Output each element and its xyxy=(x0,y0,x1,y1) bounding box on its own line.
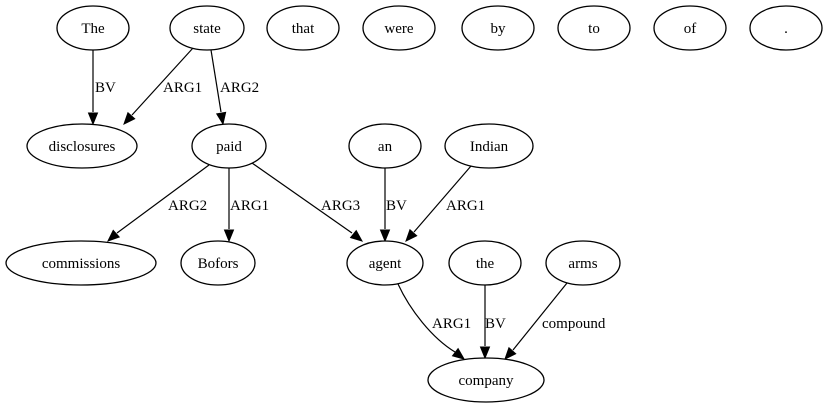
edge-paid-bofors: ARG1 xyxy=(223,168,269,243)
edge-an-agent: BV xyxy=(379,168,407,243)
edge-state-disclosures: ARG1 xyxy=(123,47,202,125)
arrowhead xyxy=(405,228,418,242)
node-ellipse xyxy=(26,123,138,169)
edge-label: BV xyxy=(95,80,116,96)
edge-label: ARG3 xyxy=(321,198,360,214)
node-label: of xyxy=(684,21,697,37)
node-ellipse xyxy=(169,5,245,51)
node-ellipse xyxy=(448,240,522,286)
node-label: . xyxy=(784,21,788,37)
node-the: the xyxy=(448,240,522,286)
node-ellipse xyxy=(362,5,436,51)
arrowhead xyxy=(479,346,491,360)
node-paid: paid xyxy=(191,123,267,169)
edge-label: ARG2 xyxy=(168,198,207,214)
arrowhead xyxy=(87,112,99,126)
node-label: that xyxy=(292,21,315,37)
node-label: disclosures xyxy=(49,139,116,155)
edge-label: ARG1 xyxy=(230,198,269,214)
edge-label: BV xyxy=(386,198,407,214)
arrowhead xyxy=(215,111,227,126)
node-ellipse xyxy=(56,5,130,51)
node-label: agent xyxy=(369,256,402,272)
node-by: by xyxy=(461,5,535,51)
edge-label: ARG2 xyxy=(220,80,259,96)
node-company: company xyxy=(427,357,545,403)
node-label: The xyxy=(81,21,105,37)
arrowhead xyxy=(451,347,466,360)
edge-line xyxy=(413,165,472,233)
node-ellipse xyxy=(427,357,545,403)
node-indian: Indian xyxy=(444,123,534,169)
node-label: commissions xyxy=(42,256,121,272)
node-label: to xyxy=(588,21,600,37)
node-label: arms xyxy=(568,256,597,272)
edge-label: ARG1 xyxy=(163,80,202,96)
edge-agent-company: ARG1 xyxy=(397,283,471,360)
edge-line xyxy=(131,47,194,116)
node-to: to xyxy=(557,5,631,51)
node-label: were xyxy=(384,21,413,37)
node-period: . xyxy=(749,5,823,51)
node-ellipse xyxy=(180,240,256,286)
node-ellipse xyxy=(266,5,340,51)
edge-line xyxy=(397,283,456,353)
arrowhead xyxy=(349,229,364,242)
node-were: were xyxy=(362,5,436,51)
node-label: company xyxy=(459,373,514,389)
node-label: Bofors xyxy=(198,256,239,272)
node-commissions: commissions xyxy=(5,240,157,286)
node-ellipse xyxy=(653,5,727,51)
node-disclosures: disclosures xyxy=(26,123,138,169)
node-ellipse xyxy=(557,5,631,51)
node-ellipse xyxy=(191,123,267,169)
arrowhead xyxy=(223,229,235,243)
edge-arms-company: compound xyxy=(504,282,606,360)
edge-label: ARG1 xyxy=(432,316,471,332)
node-ellipse xyxy=(461,5,535,51)
node-label: Indian xyxy=(470,139,509,155)
edge-line xyxy=(512,282,568,351)
edge-label: compound xyxy=(542,316,606,332)
edge-paid-commissions: ARG2 xyxy=(107,164,210,242)
node-label: paid xyxy=(216,139,242,155)
node-agent: agent xyxy=(346,240,424,286)
arrowhead xyxy=(379,229,391,243)
edge-paid-agent: ARG3 xyxy=(251,162,364,242)
node-state: state xyxy=(169,5,245,51)
node-of: of xyxy=(653,5,727,51)
node-label: an xyxy=(378,139,393,155)
edge-state-paid: ARG2 xyxy=(210,49,259,126)
node-ellipse xyxy=(545,240,621,286)
node-the-cap: The xyxy=(56,5,130,51)
edge-line xyxy=(116,164,210,234)
node-label: by xyxy=(491,21,507,37)
node-ellipse xyxy=(346,240,424,286)
node-ellipse xyxy=(749,5,823,51)
edge-the-company: BV xyxy=(479,285,506,360)
node-bofors: Bofors xyxy=(180,240,256,286)
node-arms: arms xyxy=(545,240,621,286)
edge-label: ARG1 xyxy=(446,198,485,214)
node-ellipse xyxy=(5,240,157,286)
arrowhead xyxy=(504,346,517,360)
node-label: state xyxy=(193,21,221,37)
node-that: that xyxy=(266,5,340,51)
node-label: the xyxy=(476,256,495,272)
edge-line xyxy=(210,49,222,113)
arrowhead xyxy=(107,229,121,242)
edge-the-disclosures: BV xyxy=(87,50,116,126)
edge-label: BV xyxy=(485,316,506,332)
node-an: an xyxy=(348,123,422,169)
edge-indian-agent: ARG1 xyxy=(405,165,485,242)
arrowhead xyxy=(123,111,136,125)
node-ellipse xyxy=(444,123,534,169)
edge-line xyxy=(251,162,353,234)
node-ellipse xyxy=(348,123,422,169)
